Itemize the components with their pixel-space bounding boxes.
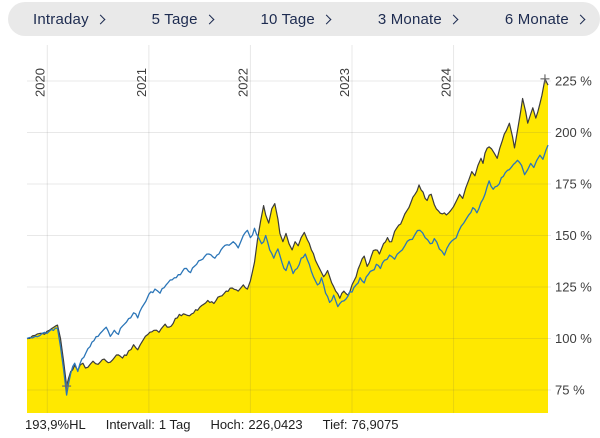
- y-tick-label: 125 %: [555, 280, 592, 295]
- period-tabbar: Intraday 5 Tage 10 Tage 3 Monate 6 Monat…: [8, 2, 600, 36]
- tab-6-monate[interactable]: 6 Monate: [504, 10, 586, 28]
- y-tick-label: 75 %: [555, 383, 585, 398]
- x-tick-label: 2021: [134, 68, 149, 97]
- x-tick-label: 2023: [337, 68, 352, 97]
- tab-3-monate-label: 3 Monate: [377, 10, 442, 28]
- chevron-right-icon: [575, 14, 586, 25]
- chevron-right-icon: [95, 14, 106, 25]
- benchmark-series-line: [26, 144, 549, 396]
- tab-5-tage-label: 5 Tage: [151, 10, 198, 28]
- y-tick-label: 175 %: [555, 177, 592, 192]
- main-series-line: [26, 78, 549, 387]
- tab-10-tage-label: 10 Tage: [260, 10, 315, 28]
- chevron-right-icon: [321, 14, 332, 25]
- x-tick-label: 2024: [439, 68, 454, 97]
- chart-gridlines: [27, 45, 551, 413]
- chevron-right-icon: [448, 14, 459, 25]
- tab-10-tage[interactable]: 10 Tage: [260, 10, 332, 28]
- tab-intraday[interactable]: Intraday: [33, 10, 106, 28]
- performance-value: 193,9%HL: [25, 417, 86, 432]
- x-tick-label: 2020: [32, 68, 47, 97]
- tab-3-monate[interactable]: 3 Monate: [377, 10, 459, 28]
- tab-6-monate-label: 6 Monate: [504, 10, 569, 28]
- axis-labels: 75 % 100 % 125 % 150 % 175 % 200 % 225 % 2020 20…: [32, 68, 592, 397]
- y-tick-label: 150 %: [555, 228, 592, 243]
- chart-status-bar: 193,9%HL Intervall: 1 Tag Hoch: 226,0423 T…: [25, 413, 398, 436]
- y-tick-label: 100 %: [555, 331, 592, 346]
- low-info: Tief: 76,9075: [322, 417, 399, 432]
- main-series-area: [27, 78, 548, 414]
- y-tick-label: 225 %: [555, 74, 592, 89]
- tab-intraday-label: Intraday: [33, 10, 89, 28]
- high-info: Hoch: 226,0423: [210, 417, 303, 432]
- x-tick-label: 2022: [235, 68, 250, 97]
- chevron-right-icon: [204, 14, 215, 25]
- tab-5-tage[interactable]: 5 Tage: [151, 10, 215, 28]
- high-low-markers: [62, 74, 550, 391]
- y-tick-label: 200 %: [555, 125, 592, 140]
- interval-info: Intervall: 1 Tag: [105, 417, 191, 432]
